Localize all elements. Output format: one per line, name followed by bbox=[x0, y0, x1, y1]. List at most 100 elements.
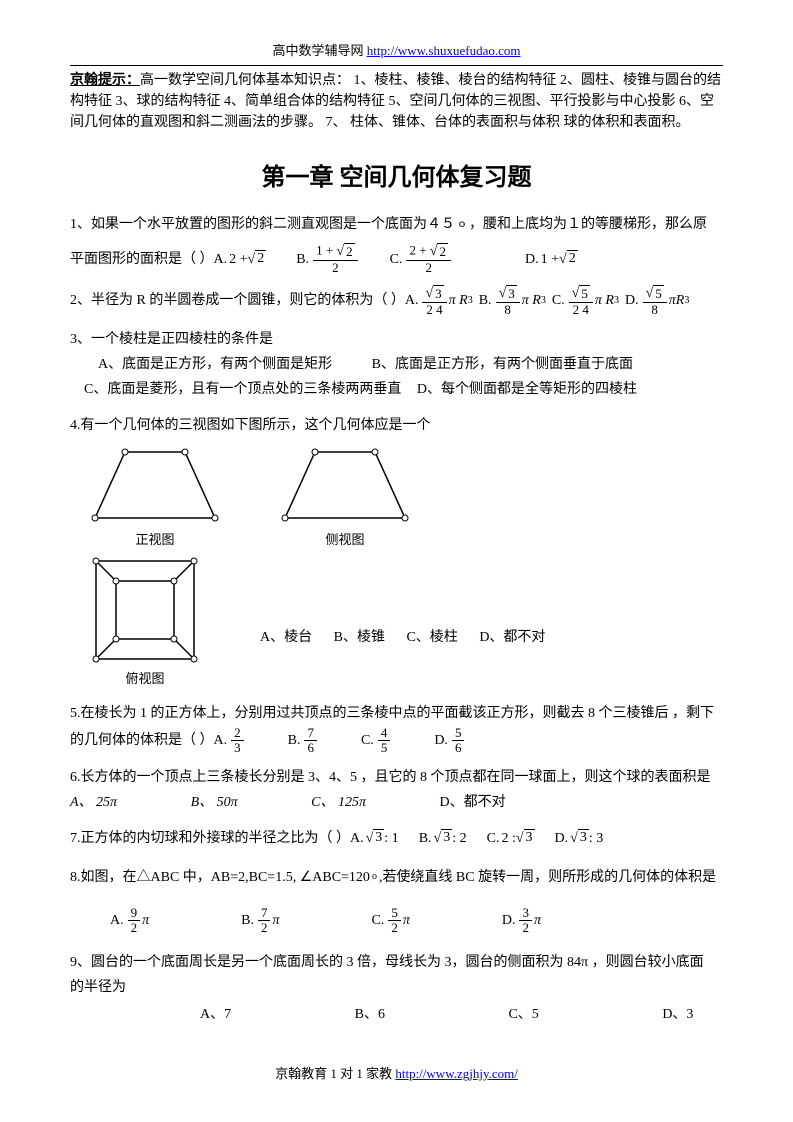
topview-icon bbox=[90, 555, 200, 665]
question-4: 4.有一个几何体的三视图如下图所示，这个几何体应是一个 正视图 侧视图 bbox=[70, 413, 723, 691]
question-8: 8.如图，在△ABC 中，AB=2,BC=1.5, ∠ABC=120o,若使绕直… bbox=[70, 865, 723, 936]
q5-cl: C. bbox=[361, 728, 374, 753]
r: 3 bbox=[578, 829, 589, 847]
t: : 2 bbox=[452, 826, 466, 851]
intro-label: 京翰提示： bbox=[70, 73, 140, 88]
r: 3 bbox=[373, 829, 384, 847]
footer-url[interactable]: http://www.zgjhjy.com/ bbox=[395, 1066, 518, 1081]
q2-opt-c: 52 4 π R3 bbox=[567, 285, 619, 317]
q1-dl: D. bbox=[525, 247, 539, 272]
q2a-den: 2 4 bbox=[423, 303, 445, 317]
q1d-pre: 1 + bbox=[541, 247, 559, 272]
q1d-rad: 2 bbox=[567, 250, 578, 268]
q1a-rad: 2 bbox=[255, 250, 266, 268]
q7-cl: C. bbox=[487, 826, 500, 851]
q1-opt-d: 1 + 2 bbox=[541, 247, 578, 272]
d: 6 bbox=[304, 741, 317, 755]
q3-head: 3、一个棱柱是正四棱柱的条件是 bbox=[70, 327, 723, 352]
q9-b: B、6 bbox=[355, 1002, 385, 1027]
n: 7 bbox=[258, 906, 271, 921]
q7-b: 3 : 2 bbox=[434, 826, 467, 851]
q8-cl: C. bbox=[372, 908, 385, 933]
d: 3 bbox=[231, 741, 244, 755]
header-rule bbox=[70, 65, 723, 66]
q5-p1: 5.在棱长为 1 的正方体上，分别用过共顶点的三条棱中点的平面截该正方形，则截去… bbox=[70, 701, 723, 726]
q5-dl: D. bbox=[434, 728, 448, 753]
page-title: 第一章 空间几何体复习题 bbox=[70, 157, 723, 192]
side-view-fig: 侧视图 bbox=[280, 446, 410, 551]
header-text: 高中数学辅导网 bbox=[273, 43, 367, 58]
q9-d: D、3 bbox=[662, 1002, 693, 1027]
front-view-fig: 正视图 bbox=[90, 446, 220, 551]
q2b-tail: π R bbox=[522, 288, 541, 313]
q7-c: 2 : 3 bbox=[501, 826, 534, 851]
n: 4 bbox=[378, 726, 391, 741]
sqrt: 2 bbox=[248, 247, 267, 272]
q1a-pre: 2 + bbox=[229, 247, 247, 272]
q2b-rad: 3 bbox=[506, 285, 517, 302]
pi: π bbox=[534, 908, 541, 933]
d: 2 bbox=[519, 921, 532, 935]
q9-c: C、5 bbox=[508, 1002, 538, 1027]
q5-b: 76 bbox=[302, 726, 319, 756]
p: 2 : bbox=[501, 826, 515, 851]
q4-a: A、棱台 bbox=[260, 625, 312, 650]
q4-figures-row1: 正视图 侧视图 bbox=[90, 446, 723, 551]
d: 2 bbox=[258, 921, 271, 935]
q8-a: 92π bbox=[126, 906, 150, 936]
q2d-sup: 3 bbox=[684, 292, 689, 310]
q1-text1: 1、如果一个水平放置的图形的斜二测直观图是一个底面为４５ bbox=[70, 212, 455, 237]
q1-cl: C. bbox=[390, 247, 403, 272]
header: 高中数学辅导网 http://www.shuxuefudao.com bbox=[70, 40, 723, 59]
q5-p2: 的几何体的体积是（ ）A. bbox=[70, 728, 227, 753]
q1-opt-b: 1 + 2 2 bbox=[311, 243, 360, 275]
q7-bl: B. bbox=[419, 826, 432, 851]
n: 5 bbox=[388, 906, 401, 921]
r: 3 bbox=[441, 829, 452, 847]
d: 5 bbox=[378, 741, 391, 755]
q2-cl: C. bbox=[552, 288, 565, 313]
sqrt: 2 bbox=[430, 243, 448, 260]
q4-c: C、棱柱 bbox=[406, 625, 457, 650]
footer: 京翰教育 1 对 1 家教 http://www.zgjhjy.com/ bbox=[0, 1063, 793, 1082]
q8-b: 72π bbox=[256, 906, 280, 936]
d: 2 bbox=[388, 921, 401, 935]
q2a-sup: 3 bbox=[468, 292, 473, 310]
question-9: 9、圆台的一个底面周长是另一个底面周长的 3 倍，母线长为 3，圆台的侧面积为 … bbox=[70, 950, 723, 1028]
q1-text2: ，腰和上底均为１的等腰梯形，那么原 bbox=[469, 212, 707, 237]
q5-a: 23 bbox=[229, 726, 246, 756]
n: 7 bbox=[304, 726, 317, 741]
q2c-den: 2 4 bbox=[570, 303, 592, 317]
t: : 1 bbox=[384, 826, 398, 851]
q1b-rad: 2 bbox=[344, 243, 355, 260]
q8-al: A. bbox=[110, 908, 124, 933]
question-3: 3、一个棱柱是正四棱柱的条件是 A、底面是正方形，有两个侧面是矩形 B、底面是正… bbox=[70, 327, 723, 403]
header-url[interactable]: http://www.shuxuefudao.com bbox=[367, 43, 521, 58]
q2-text: 2、半径为 R 的半圆卷成一个圆锥，则它的体积为（ ）A. bbox=[70, 288, 418, 313]
pi: π bbox=[403, 908, 410, 933]
pi: π bbox=[142, 908, 149, 933]
q2-bl: B. bbox=[479, 288, 492, 313]
t: : 3 bbox=[589, 826, 603, 851]
q1-degree: ｏ bbox=[457, 216, 467, 234]
q6-head: 6.长方体的一个顶点上三条棱长分别是 3、4、5 ，且它的 8 个顶点都在同一球… bbox=[70, 765, 723, 790]
q2c-rad: 5 bbox=[579, 285, 590, 302]
q2d-den: 8 bbox=[648, 303, 661, 317]
q8-tail: ,若使绕直线 BC 旋转一周，则所形成的几何体的体积是 bbox=[379, 865, 716, 890]
q2-opt-b: 38 π R3 bbox=[494, 285, 546, 317]
sqrt: 2 bbox=[336, 243, 354, 260]
n: 5 bbox=[452, 726, 465, 741]
q3-c: C、底面是菱形，且有一个顶点处的三条棱两两垂直 bbox=[84, 382, 401, 397]
q1b-pre: 1 + bbox=[316, 243, 336, 258]
q1c-den: 2 bbox=[422, 261, 435, 275]
q5-c: 45 bbox=[376, 726, 393, 756]
q4-b: B、棱锥 bbox=[334, 625, 385, 650]
question-5: 5.在棱长为 1 的正方体上，分别用过共顶点的三条棱中点的平面截该正方形，则截去… bbox=[70, 701, 723, 756]
q8-c: 52π bbox=[386, 906, 410, 936]
q1b-den: 2 bbox=[329, 261, 342, 275]
q4-figures-row2: 俯视图 A、棱台 B、棱锥 C、棱柱 D、都不对 bbox=[70, 555, 723, 690]
front-view-label: 正视图 bbox=[135, 528, 174, 551]
q6-a: A、 25π bbox=[70, 790, 117, 815]
q7-a: 3 : 1 bbox=[366, 826, 399, 851]
sqrt: 2 bbox=[559, 247, 578, 272]
